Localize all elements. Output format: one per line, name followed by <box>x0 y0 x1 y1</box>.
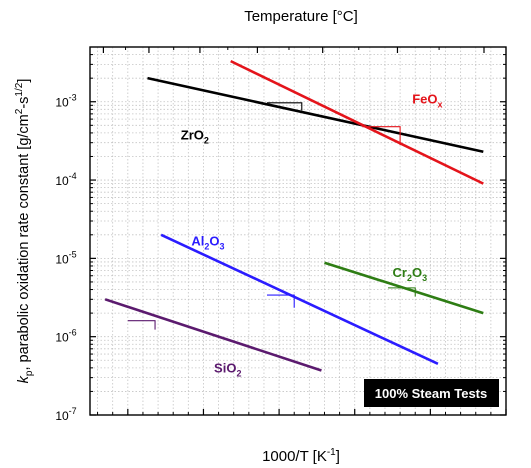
series-line <box>230 59 484 185</box>
top-axis-title: Temperature [°C] <box>244 8 358 25</box>
oxide-formula: Al2O3 <box>191 234 224 252</box>
steam-tests-label: 100% Steam Tests <box>375 386 488 401</box>
slope-triangle <box>266 102 303 111</box>
y-tick-label: 10-6 <box>55 328 76 345</box>
series-line <box>147 76 484 153</box>
oxide-formula: FeOx <box>412 91 442 109</box>
y-axis-title: kp, parabolic oxidation rate constant [g… <box>14 79 35 384</box>
activation-energy-triangles <box>127 102 416 330</box>
grid <box>90 47 506 415</box>
axes: 10-7 10-6 10-5 10-4 10-3 <box>55 47 507 423</box>
oxide-formula: Cr2O3 <box>393 265 428 283</box>
slope-triangle <box>266 294 295 308</box>
oxide-formula: SiO2 <box>214 360 241 378</box>
plot-frame <box>89 46 507 416</box>
slope-triangle <box>362 126 401 146</box>
y-tick-label: 10-4 <box>55 171 76 188</box>
y-tick-label: 10-7 <box>55 406 76 423</box>
slope-triangle <box>127 320 156 330</box>
slope-triangle <box>388 287 416 297</box>
x-axis-title: 1000/T [K-1] <box>262 447 340 465</box>
y-tick-label: 10-5 <box>55 249 76 266</box>
series-line <box>160 233 439 366</box>
oxide-formula: ZrO2 <box>181 127 209 145</box>
y-tick-label: 10-3 <box>55 93 76 110</box>
series-labels: ZrO2 FeOx Al2O3 Cr2O3 SiO2 <box>181 91 443 378</box>
steam-tests-box <box>364 379 499 407</box>
series-line <box>104 298 322 372</box>
